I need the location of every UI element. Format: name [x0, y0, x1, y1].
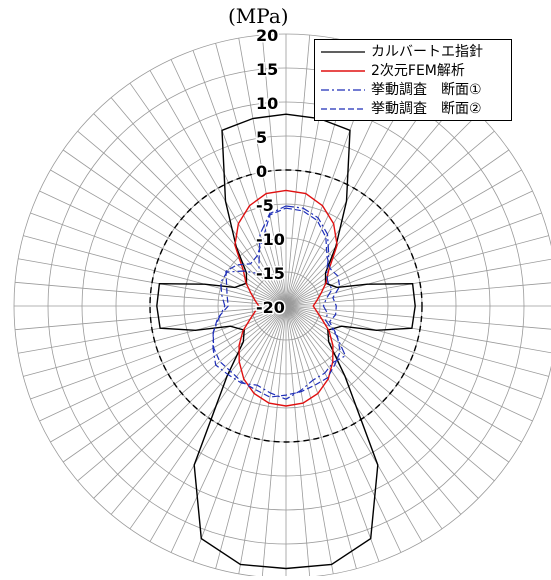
- legend-label: 挙動調査 断面①: [371, 82, 482, 98]
- grid-spoke: [149, 70, 287, 307]
- grid-spoke: [30, 305, 287, 400]
- legend-item: 挙動調査 断面②: [321, 100, 509, 118]
- series-line: [212, 207, 341, 398]
- legend-swatch: [321, 108, 365, 110]
- grid-spoke: [285, 305, 380, 562]
- legend-label: 挙動調査 断面②: [371, 101, 482, 117]
- tick-label: 20: [256, 26, 278, 45]
- series-line: [212, 205, 347, 400]
- legend-swatch: [321, 51, 365, 53]
- tick-label: 10: [256, 94, 278, 113]
- grid-spoke: [285, 305, 462, 515]
- unit-label: (MPa): [228, 4, 289, 28]
- grid-spoke: [238, 38, 287, 307]
- grid-spoke: [215, 305, 287, 569]
- grid-spoke: [39, 305, 287, 422]
- tick-label: -5: [256, 196, 274, 215]
- grid-spoke: [110, 305, 287, 515]
- series-line: [156, 113, 416, 570]
- grid-spoke: [129, 82, 287, 307]
- grid-spoke: [285, 282, 551, 307]
- tick-label: 15: [256, 60, 278, 79]
- grid-spoke: [285, 305, 334, 574]
- tick-label: -20: [256, 298, 285, 317]
- tick-label: 5: [256, 128, 267, 147]
- grid-spoke: [285, 212, 542, 307]
- reference-circle: [149, 169, 423, 443]
- grid-spoke: [238, 305, 287, 574]
- grid-spoke: [15, 281, 287, 307]
- tick-label: -10: [256, 230, 285, 249]
- tick-label: 0: [256, 162, 267, 181]
- legend-item: カルバートエ指針: [321, 43, 509, 61]
- grid-spoke: [285, 305, 542, 400]
- legend-label: 2次元FEM解析: [371, 63, 465, 79]
- legend-swatch: [321, 70, 365, 72]
- grid-spoke: [39, 190, 287, 307]
- grid-spoke: [285, 130, 495, 307]
- legend-swatch: [321, 89, 365, 91]
- legend: カルバートエ指針 2次元FEM解析 挙動調査 断面① 挙動調査 断面②: [314, 39, 512, 121]
- grid-spoke: [285, 113, 479, 307]
- grid-spoke: [285, 305, 533, 422]
- grid-spoke: [129, 305, 287, 530]
- grid-spoke: [285, 235, 549, 307]
- legend-label: カルバートエ指針: [371, 44, 483, 60]
- series-line: [234, 189, 338, 407]
- legend-item: 2次元FEM解析: [321, 62, 509, 80]
- tick-label: -15: [256, 264, 285, 283]
- grid-spoke: [285, 305, 479, 499]
- legend-item: 挙動調査 断面①: [321, 81, 509, 99]
- grid-spoke: [261, 35, 287, 307]
- grid-spoke: [285, 305, 357, 569]
